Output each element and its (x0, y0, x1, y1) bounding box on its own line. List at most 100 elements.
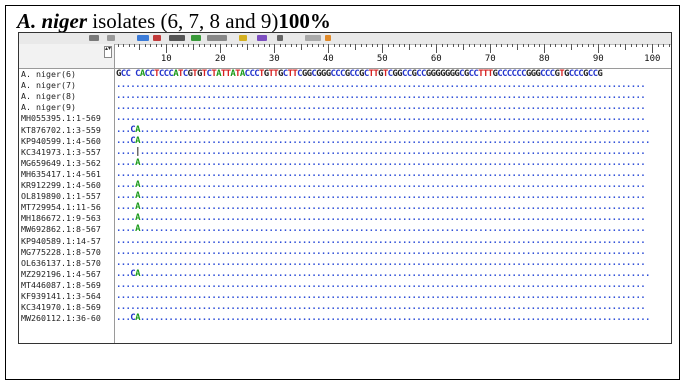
sequence-name[interactable]: KF939141.1:3-564 (21, 291, 101, 301)
ruler-tick (663, 44, 665, 47)
sequence-name[interactable]: KP940599.1:4-560 (21, 135, 101, 146)
caption-percent: 100% (278, 9, 331, 33)
toolbar-icon[interactable] (107, 35, 115, 41)
alignment-viewer: ▴▾ 10 20 30 40 50 60 70 80 90 100 A. niger(6) A. n… (18, 32, 672, 344)
ruler-tick (290, 44, 292, 47)
sequence-name[interactable]: MH635417.1:4-561 (21, 168, 101, 179)
ruler-tick (474, 44, 476, 47)
toolbar-icon[interactable] (137, 35, 149, 41)
ruler-number: 40 (322, 54, 334, 64)
ruler-tick (285, 44, 287, 47)
toolbar-icon[interactable] (89, 35, 99, 41)
ruler-tick (495, 44, 497, 47)
toolbar-icon[interactable] (277, 35, 283, 41)
ruler-tick (430, 44, 432, 47)
toolbar-icon[interactable] (239, 35, 247, 41)
ruler-tick (144, 44, 146, 47)
figure-frame (5, 5, 680, 380)
ruler-tick (436, 44, 438, 53)
sequence-name[interactable]: OL819890.1:1-557 (21, 191, 101, 202)
toolbar-icon[interactable] (191, 35, 201, 41)
figure-caption: A. niger isolates (6, 7, 8 and 9)100% (17, 9, 331, 33)
sequence-name[interactable]: MH186672.1:9-563 (21, 213, 101, 224)
ruler-tick (452, 44, 454, 47)
ruler-tick (306, 44, 308, 47)
ruler-tick (463, 44, 465, 50)
scroll-stepper-icon[interactable]: ▴▾ (104, 46, 112, 58)
sequence-name[interactable]: MW260112.1:36-60 (21, 313, 101, 324)
sequence-name[interactable]: MG775228.1:8-570 (21, 246, 101, 257)
ruler-tick (587, 44, 589, 47)
sequence-row: ........................................… (116, 113, 646, 124)
sequence-row: ...CA...................................… (116, 124, 650, 135)
sequence-name[interactable]: MH055395.1:1-569 (21, 113, 101, 124)
toolbar-icon[interactable] (207, 35, 227, 41)
sequence-row: ........................................… (116, 168, 646, 179)
ruler-tick (252, 44, 254, 47)
sequence-row: ...CA...................................… (116, 313, 650, 324)
ruler-tick (447, 44, 449, 47)
sequence-name[interactable]: KR912299.1:4-560 (21, 180, 101, 190)
ruler-number: 20 (214, 54, 226, 64)
ruler-tick (549, 44, 551, 47)
sequence-name[interactable]: A. niger(9) (21, 102, 76, 113)
ruler-tick (171, 44, 173, 47)
sequence-name[interactable]: A. niger(6) (21, 69, 76, 79)
ruler-tick (155, 44, 157, 47)
ruler-tick (414, 44, 416, 47)
sequence-row: GCC CACCTCCCATCGTGTCTATTATACCCTGTTGCTTCG… (116, 69, 603, 79)
ruler-tick (387, 44, 389, 47)
sequence-name[interactable]: A. niger(7) (21, 80, 76, 91)
sequence-name[interactable]: KP940589.1:14-57 (21, 235, 101, 246)
ruler-number: 70 (484, 54, 496, 64)
ruler-tick (479, 44, 481, 47)
ruler-tick (279, 44, 281, 47)
toolbar-icon[interactable] (169, 35, 185, 41)
ruler-tick (349, 44, 351, 47)
ruler-tick (360, 44, 362, 47)
toolbar-icon[interactable] (305, 35, 321, 41)
position-ruler: 10 20 30 40 50 60 70 80 90 100 (115, 44, 671, 68)
ruler-tick (301, 44, 303, 50)
sequence-row: ........................................… (116, 246, 646, 257)
ruler-tick (393, 44, 395, 47)
sequence-names-panel: A. niger(6) A. niger(7) A. niger(8) A. nige… (19, 69, 115, 343)
ruler-tick (376, 44, 378, 47)
ruler-tick (182, 44, 184, 47)
sequence-name[interactable]: KC341970.1:8-569 (21, 302, 101, 313)
sequence-name[interactable]: MG659649.1:3-562 (21, 157, 101, 168)
sequence-row: ........................................… (116, 235, 646, 246)
sequence-name[interactable]: OL636137.1:8-570 (21, 257, 101, 268)
sequence-name[interactable]: MW692862.1:8-567 (21, 224, 101, 235)
ruler-tick (565, 44, 567, 47)
toolbar-icon[interactable] (325, 35, 331, 41)
ruler-tick (263, 44, 265, 47)
caption-text: isolates (6, 7, 8 and 9) (87, 9, 279, 33)
ruler-tick (511, 44, 513, 47)
toolbar-icon[interactable] (153, 35, 161, 41)
ruler-tick (366, 44, 368, 47)
sequence-name[interactable]: A. niger(8) (21, 91, 76, 102)
ruler-tick (133, 44, 135, 47)
ruler-tick (177, 44, 179, 47)
sequence-row: ........................................… (116, 279, 646, 290)
sequence-row: ...CA...................................… (116, 268, 650, 279)
toolbar-icon[interactable] (257, 35, 267, 41)
ruler-tick (533, 44, 535, 47)
ruler-tick (641, 44, 643, 47)
sequence-name[interactable]: KT876702.1:3-559 (21, 124, 101, 135)
sequence-name[interactable]: MT729954.1:11-56 (21, 202, 101, 213)
ruler-number: 30 (268, 54, 280, 64)
sequence-name[interactable]: MT446087.1:8-569 (21, 279, 101, 290)
sequence-name[interactable]: KC341973.1:3-557 (21, 146, 101, 157)
sequence-row: ....A...................................… (116, 191, 646, 202)
ruler-tick (528, 44, 530, 47)
ruler-tick (333, 44, 335, 47)
ruler-tick (544, 44, 546, 53)
ruler-tick (598, 44, 600, 53)
sequence-name[interactable]: MZ292196.1:4-567 (21, 268, 101, 279)
ruler-tick (571, 44, 573, 50)
sequence-row: ...CA...................................… (116, 135, 650, 146)
ruler-number: 10 (160, 54, 172, 64)
ruler-tick (457, 44, 459, 47)
